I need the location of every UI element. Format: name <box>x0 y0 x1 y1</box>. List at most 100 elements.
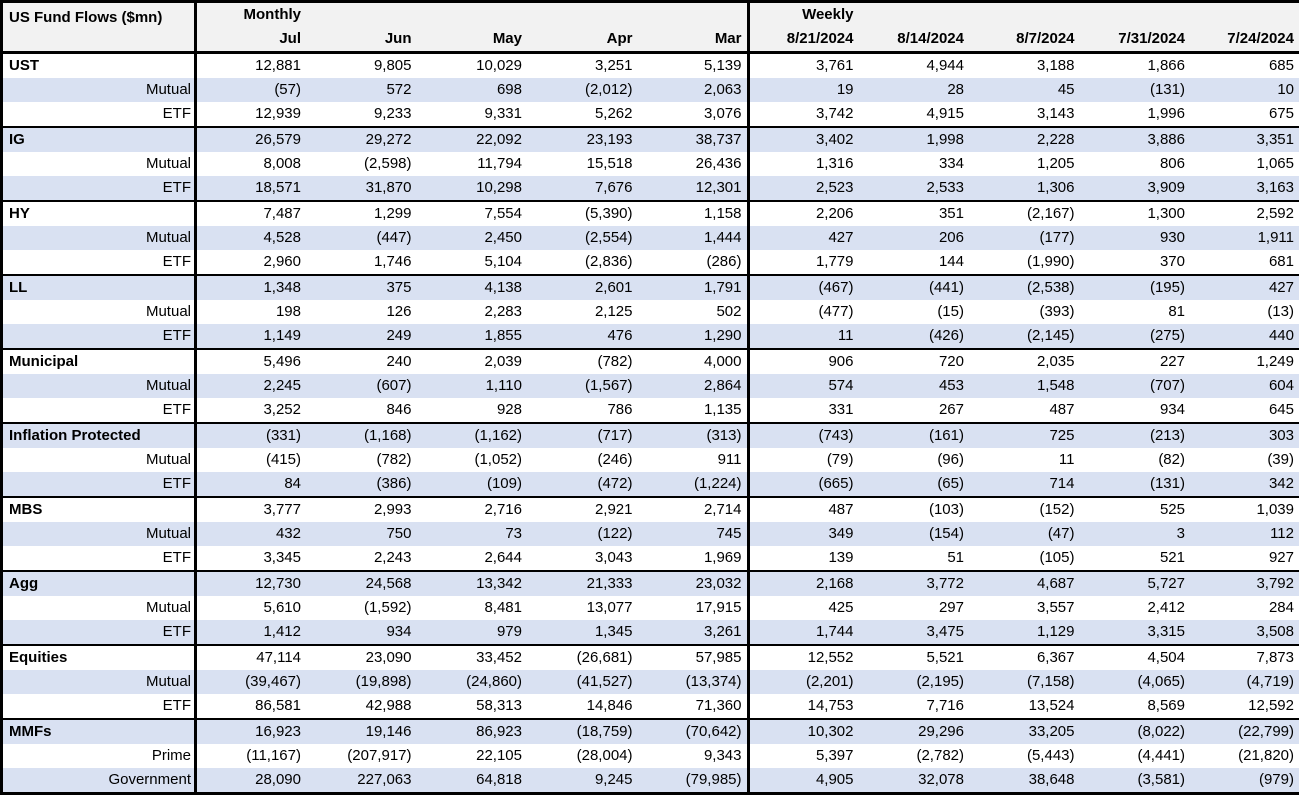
value-cell: 5,496 <box>196 349 307 374</box>
value-cell: (477) <box>748 300 859 324</box>
value-cell: 2,601 <box>527 275 638 300</box>
detail-row: Mutual(415)(782)(1,052)(246)911(79)(96)1… <box>2 448 1299 472</box>
value-cell: (13,374) <box>638 670 749 694</box>
value-cell: 1,135 <box>638 398 749 423</box>
value-cell: 1,746 <box>306 250 417 275</box>
value-cell: (47) <box>969 522 1080 546</box>
value-cell: 2,960 <box>196 250 307 275</box>
value-cell: 8,569 <box>1080 694 1191 719</box>
value-cell: 2,714 <box>638 497 749 522</box>
value-cell: 2,063 <box>638 78 749 102</box>
value-cell: (331) <box>196 423 307 448</box>
value-cell: 3,777 <box>196 497 307 522</box>
column-header: May <box>417 27 528 53</box>
value-cell: (393) <box>969 300 1080 324</box>
value-cell: 1,866 <box>1080 53 1191 79</box>
value-cell: 5,262 <box>527 102 638 127</box>
value-cell: 440 <box>1190 324 1299 349</box>
value-cell: 227,063 <box>306 768 417 794</box>
value-cell: 1,316 <box>748 152 859 176</box>
value-cell: (28,004) <box>527 744 638 768</box>
value-cell: 38,648 <box>969 768 1080 794</box>
column-header: Mar <box>638 27 749 53</box>
value-cell: 370 <box>1080 250 1191 275</box>
value-cell: 1,249 <box>1190 349 1299 374</box>
column-header: 8/14/2024 <box>859 27 970 53</box>
value-cell: 7,716 <box>859 694 970 719</box>
value-cell: 45 <box>969 78 1080 102</box>
header-spacer <box>1190 2 1299 28</box>
value-cell: (213) <box>1080 423 1191 448</box>
value-cell: 29,296 <box>859 719 970 744</box>
value-cell: 5,104 <box>417 250 528 275</box>
value-cell: 2,243 <box>306 546 417 571</box>
row-label: ETF <box>2 694 196 719</box>
value-cell: (11,167) <box>196 744 307 768</box>
value-cell: 10,302 <box>748 719 859 744</box>
value-cell: 51 <box>859 546 970 571</box>
value-cell: 144 <box>859 250 970 275</box>
value-cell: 698 <box>417 78 528 102</box>
value-cell: 476 <box>527 324 638 349</box>
value-cell: 1,744 <box>748 620 859 645</box>
value-cell: 604 <box>1190 374 1299 398</box>
value-cell: (131) <box>1080 472 1191 497</box>
section-label: LL <box>2 275 196 300</box>
value-cell: (2,195) <box>859 670 970 694</box>
value-cell: 1,998 <box>859 127 970 152</box>
value-cell: 38,737 <box>638 127 749 152</box>
section-label: IG <box>2 127 196 152</box>
value-cell: 17,915 <box>638 596 749 620</box>
value-cell: 4,915 <box>859 102 970 127</box>
value-cell: 2,283 <box>417 300 528 324</box>
value-cell: 9,805 <box>306 53 417 79</box>
header-spacer <box>969 2 1080 28</box>
value-cell: 12,730 <box>196 571 307 596</box>
value-cell: 32,078 <box>859 768 970 794</box>
value-cell: 645 <box>1190 398 1299 423</box>
value-cell: (467) <box>748 275 859 300</box>
value-cell: 3,886 <box>1080 127 1191 152</box>
value-cell: 206 <box>859 226 970 250</box>
value-cell: 3,345 <box>196 546 307 571</box>
header-spacer <box>638 2 749 28</box>
value-cell: 745 <box>638 522 749 546</box>
value-cell: 351 <box>859 201 970 226</box>
value-cell: 930 <box>1080 226 1191 250</box>
value-cell: 10,298 <box>417 176 528 201</box>
value-cell: (4,065) <box>1080 670 1191 694</box>
value-cell: 1,444 <box>638 226 749 250</box>
value-cell: 2,716 <box>417 497 528 522</box>
value-cell: 7,487 <box>196 201 307 226</box>
value-cell: 297 <box>859 596 970 620</box>
value-cell: 22,092 <box>417 127 528 152</box>
row-label: ETF <box>2 176 196 201</box>
value-cell: (743) <box>748 423 859 448</box>
value-cell: 425 <box>748 596 859 620</box>
value-cell: (1,052) <box>417 448 528 472</box>
value-cell: (103) <box>859 497 970 522</box>
value-cell: 2,921 <box>527 497 638 522</box>
value-cell: (41,527) <box>527 670 638 694</box>
value-cell: 3,143 <box>969 102 1080 127</box>
column-header: 7/31/2024 <box>1080 27 1191 53</box>
row-label: Government <box>2 768 196 794</box>
value-cell: 1,039 <box>1190 497 1299 522</box>
section-total-row: Inflation Protected(331)(1,168)(1,162)(7… <box>2 423 1299 448</box>
value-cell: 3,792 <box>1190 571 1299 596</box>
value-cell: 12,939 <box>196 102 307 127</box>
detail-row: Mutual(39,467)(19,898)(24,860)(41,527)(1… <box>2 670 1299 694</box>
value-cell: (782) <box>306 448 417 472</box>
value-cell: 13,524 <box>969 694 1080 719</box>
value-cell: 927 <box>1190 546 1299 571</box>
value-cell: (24,860) <box>417 670 528 694</box>
value-cell: (472) <box>527 472 638 497</box>
value-cell: 1,158 <box>638 201 749 226</box>
row-label: ETF <box>2 250 196 275</box>
